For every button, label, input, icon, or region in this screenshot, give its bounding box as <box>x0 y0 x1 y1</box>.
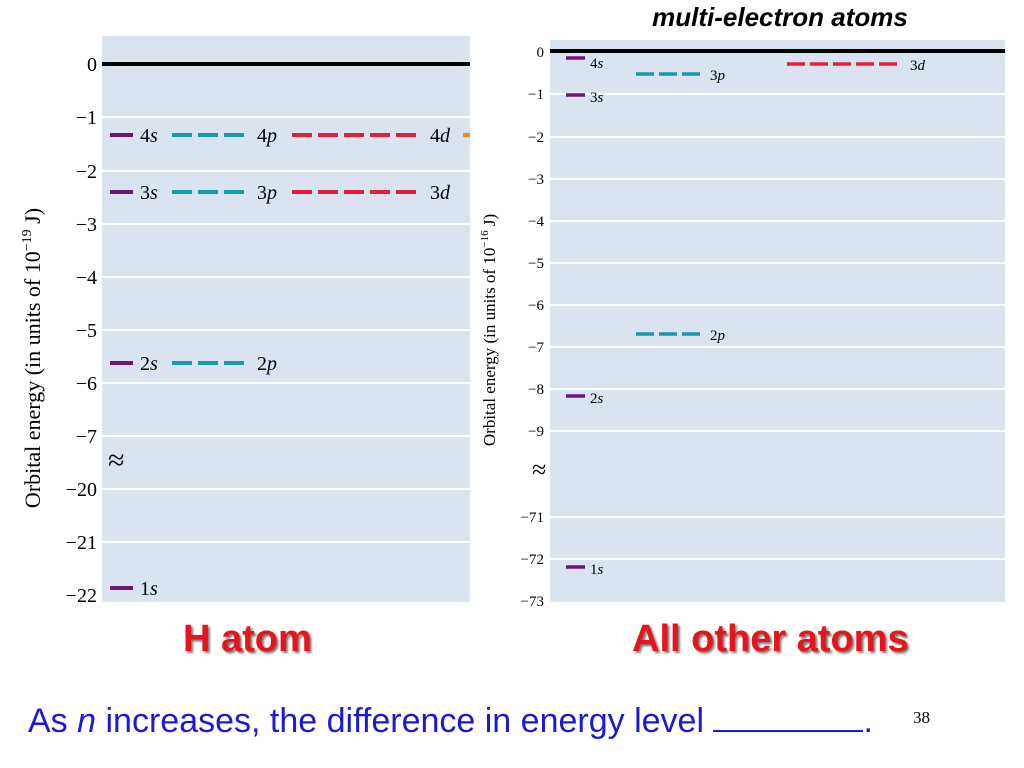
tick-m7: −7 <box>76 426 97 448</box>
tick-m22: −22 <box>66 585 97 607</box>
label-2p: 2p <box>257 353 277 375</box>
fill-in-blank <box>713 700 864 732</box>
slide-number: 38 <box>913 708 930 727</box>
y-axis-label: Orbital energy (in units of 10−19 J) <box>20 208 45 508</box>
label-3d: 3d <box>430 182 451 204</box>
tick-m9: −9 <box>528 424 544 440</box>
grid-lines <box>550 93 1005 560</box>
tick-m2: −2 <box>76 161 97 183</box>
label-3p: 3p <box>257 182 277 204</box>
section-title: multi-electron atoms <box>652 2 908 32</box>
y-axis-label: Orbital energy (in units of 10−16 J) <box>479 214 499 446</box>
footer-statement: As n increases, the difference in energy… <box>28 700 873 740</box>
tick-m72: −72 <box>521 552 544 568</box>
plot-area <box>102 36 470 602</box>
h-atom-energy-diagram: 0 −1 −2 −3 −4 −5 −6 −7 −20 −21 −22 ≈ Orb… <box>20 36 470 607</box>
tick-m5: −5 <box>528 256 544 272</box>
tick-m3: −3 <box>528 172 544 188</box>
tick-m8: −8 <box>528 382 544 398</box>
tick-m4: −4 <box>76 267 97 289</box>
label-1s: 1s <box>140 578 158 600</box>
label-2s: 2s <box>140 353 158 375</box>
tick-m21: −21 <box>66 532 97 554</box>
label-2s: 2s <box>590 391 604 407</box>
h-atom-caption: H atom <box>183 618 312 660</box>
tick-m71: −71 <box>521 510 544 526</box>
label-4d: 4d <box>430 125 451 147</box>
tick-0: 0 <box>87 54 97 76</box>
label-1s: 1s <box>590 562 604 578</box>
axis-break-symbol: ≈ <box>532 455 546 484</box>
axis-break-symbol: ≈ <box>108 444 124 477</box>
plot-area <box>550 40 1005 602</box>
label-3s: 3s <box>140 182 158 204</box>
multi-electron-energy-diagram: 0 −1 −2 −3 −4 −5 −6 −7 −8 −9 −71 −72 −73… <box>479 40 1005 610</box>
label-4s: 4s <box>590 56 604 72</box>
label-4s: 4s <box>140 125 158 147</box>
tick-m1: −1 <box>76 107 97 129</box>
label-3p: 3p <box>710 68 726 84</box>
label-3s: 3s <box>590 90 604 106</box>
tick-m5: −5 <box>76 320 97 342</box>
grid-lines <box>102 116 470 543</box>
tick-m7: −7 <box>528 340 544 356</box>
tick-0: 0 <box>537 45 545 61</box>
tick-m6: −6 <box>76 373 97 395</box>
other-atoms-caption: All other atoms <box>632 618 909 660</box>
label-2p: 2p <box>710 328 726 344</box>
label-4p: 4p <box>257 125 277 147</box>
tick-m3: −3 <box>76 214 97 236</box>
tick-m73: −73 <box>521 594 544 610</box>
tick-m6: −6 <box>528 298 544 314</box>
label-3d: 3d <box>910 58 926 74</box>
tick-m20: −20 <box>66 479 97 501</box>
tick-m2: −2 <box>528 130 544 146</box>
tick-m4: −4 <box>528 214 544 230</box>
tick-m1: −1 <box>528 87 544 103</box>
